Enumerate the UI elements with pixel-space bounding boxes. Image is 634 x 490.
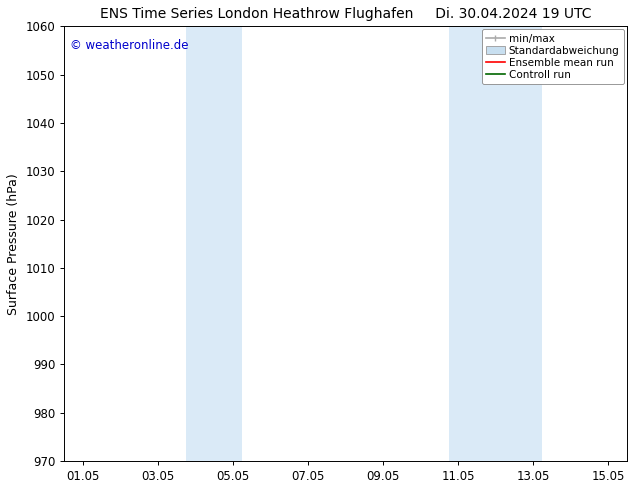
Bar — [449, 26, 542, 461]
Bar — [186, 26, 242, 461]
Legend: min/max, Standardabweichung, Ensemble mean run, Controll run: min/max, Standardabweichung, Ensemble me… — [482, 29, 624, 84]
Y-axis label: Surface Pressure (hPa): Surface Pressure (hPa) — [7, 173, 20, 315]
Text: © weatheronline.de: © weatheronline.de — [70, 39, 188, 52]
Title: ENS Time Series London Heathrow Flughafen     Di. 30.04.2024 19 UTC: ENS Time Series London Heathrow Flughafe… — [100, 7, 592, 21]
